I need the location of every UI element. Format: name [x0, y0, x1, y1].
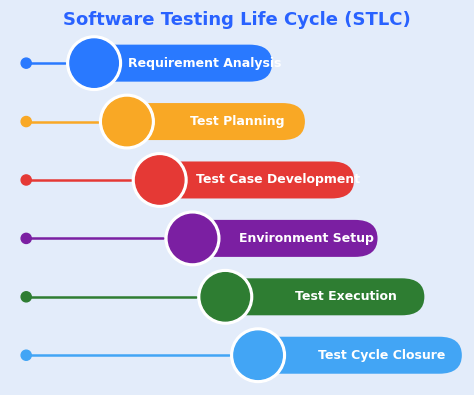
FancyBboxPatch shape — [244, 337, 462, 374]
Text: Software Testing Life Cycle (STLC): Software Testing Life Cycle (STLC) — [63, 11, 411, 29]
Ellipse shape — [103, 98, 151, 146]
Ellipse shape — [21, 233, 31, 243]
Ellipse shape — [231, 328, 285, 382]
Ellipse shape — [21, 350, 31, 360]
FancyBboxPatch shape — [145, 162, 354, 198]
Text: Environment Setup: Environment Setup — [239, 232, 374, 245]
Ellipse shape — [67, 36, 121, 90]
Text: Requirement Analysis: Requirement Analysis — [128, 56, 281, 70]
Ellipse shape — [165, 211, 220, 266]
FancyBboxPatch shape — [80, 45, 272, 82]
Text: Test Case Development: Test Case Development — [196, 173, 360, 186]
Text: Test Cycle Closure: Test Cycle Closure — [318, 349, 445, 362]
Ellipse shape — [198, 269, 253, 324]
Text: Test Planning: Test Planning — [190, 115, 285, 128]
Text: Test Execution: Test Execution — [295, 290, 397, 303]
Ellipse shape — [168, 214, 217, 263]
Ellipse shape — [21, 117, 31, 127]
Ellipse shape — [100, 94, 154, 149]
Ellipse shape — [201, 273, 249, 321]
Ellipse shape — [21, 292, 31, 302]
Ellipse shape — [70, 39, 118, 87]
FancyBboxPatch shape — [211, 278, 424, 315]
Ellipse shape — [234, 331, 283, 379]
Ellipse shape — [132, 153, 187, 207]
Ellipse shape — [21, 58, 31, 68]
Ellipse shape — [136, 156, 184, 204]
FancyBboxPatch shape — [178, 220, 377, 257]
FancyBboxPatch shape — [112, 103, 305, 140]
Ellipse shape — [21, 175, 31, 185]
